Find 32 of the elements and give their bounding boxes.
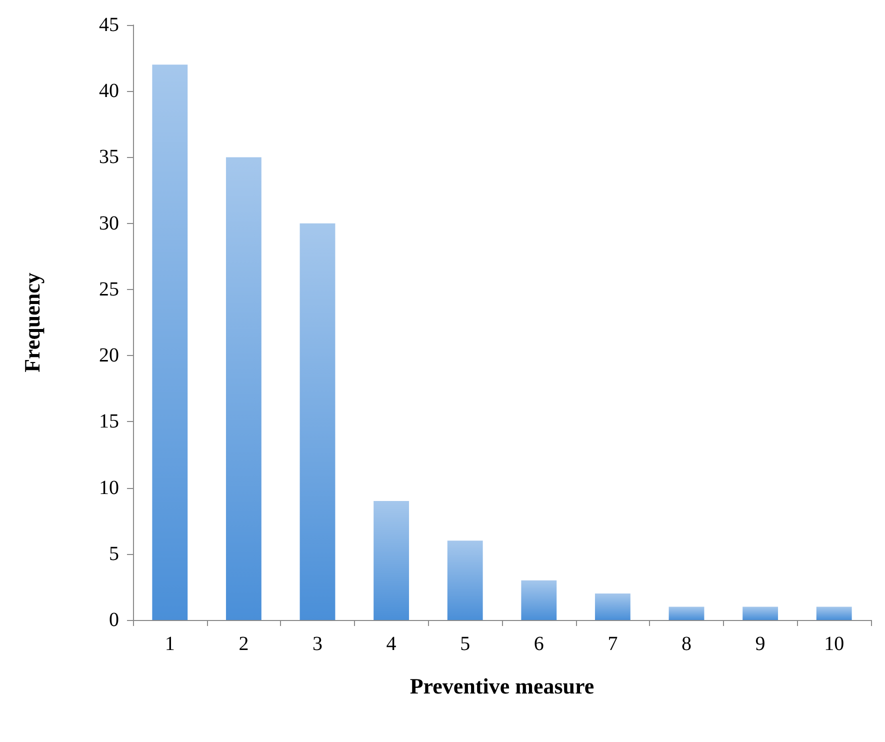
x-tick-label: 2 (238, 633, 249, 655)
x-tick-label: 3 (312, 633, 322, 655)
y-tick-label: 40 (99, 80, 119, 102)
y-tick-label: 5 (109, 542, 119, 565)
y-tick-label: 10 (99, 476, 119, 499)
bar (521, 580, 557, 620)
y-tick-label: 35 (99, 146, 119, 168)
bar (374, 501, 410, 620)
y-tick-label: 0 (109, 609, 119, 631)
bar (300, 223, 336, 620)
x-tick-label: 6 (534, 633, 544, 655)
x-tick-label: 4 (386, 633, 396, 655)
y-tick-label: 30 (99, 212, 119, 234)
bar (447, 540, 483, 620)
x-axis-title: Preventive measure (410, 674, 594, 698)
bar (152, 64, 188, 620)
bar (226, 157, 262, 620)
x-tick-label: 10 (824, 633, 844, 655)
x-tick-label: 5 (460, 633, 470, 655)
x-tick-label: 1 (164, 633, 175, 655)
bar (742, 606, 778, 620)
y-tick-label: 25 (99, 278, 119, 300)
y-tick-label: 20 (99, 344, 119, 367)
y-tick-label: 15 (99, 410, 119, 433)
bar (668, 606, 704, 620)
y-axis-title: Frequency (20, 272, 44, 372)
x-tick-label: 8 (682, 633, 692, 655)
x-tick-label: 7 (608, 633, 618, 655)
x-tick-label: 9 (755, 633, 766, 655)
y-tick-label: 45 (99, 14, 119, 36)
bar (594, 594, 630, 620)
bar (816, 606, 852, 620)
